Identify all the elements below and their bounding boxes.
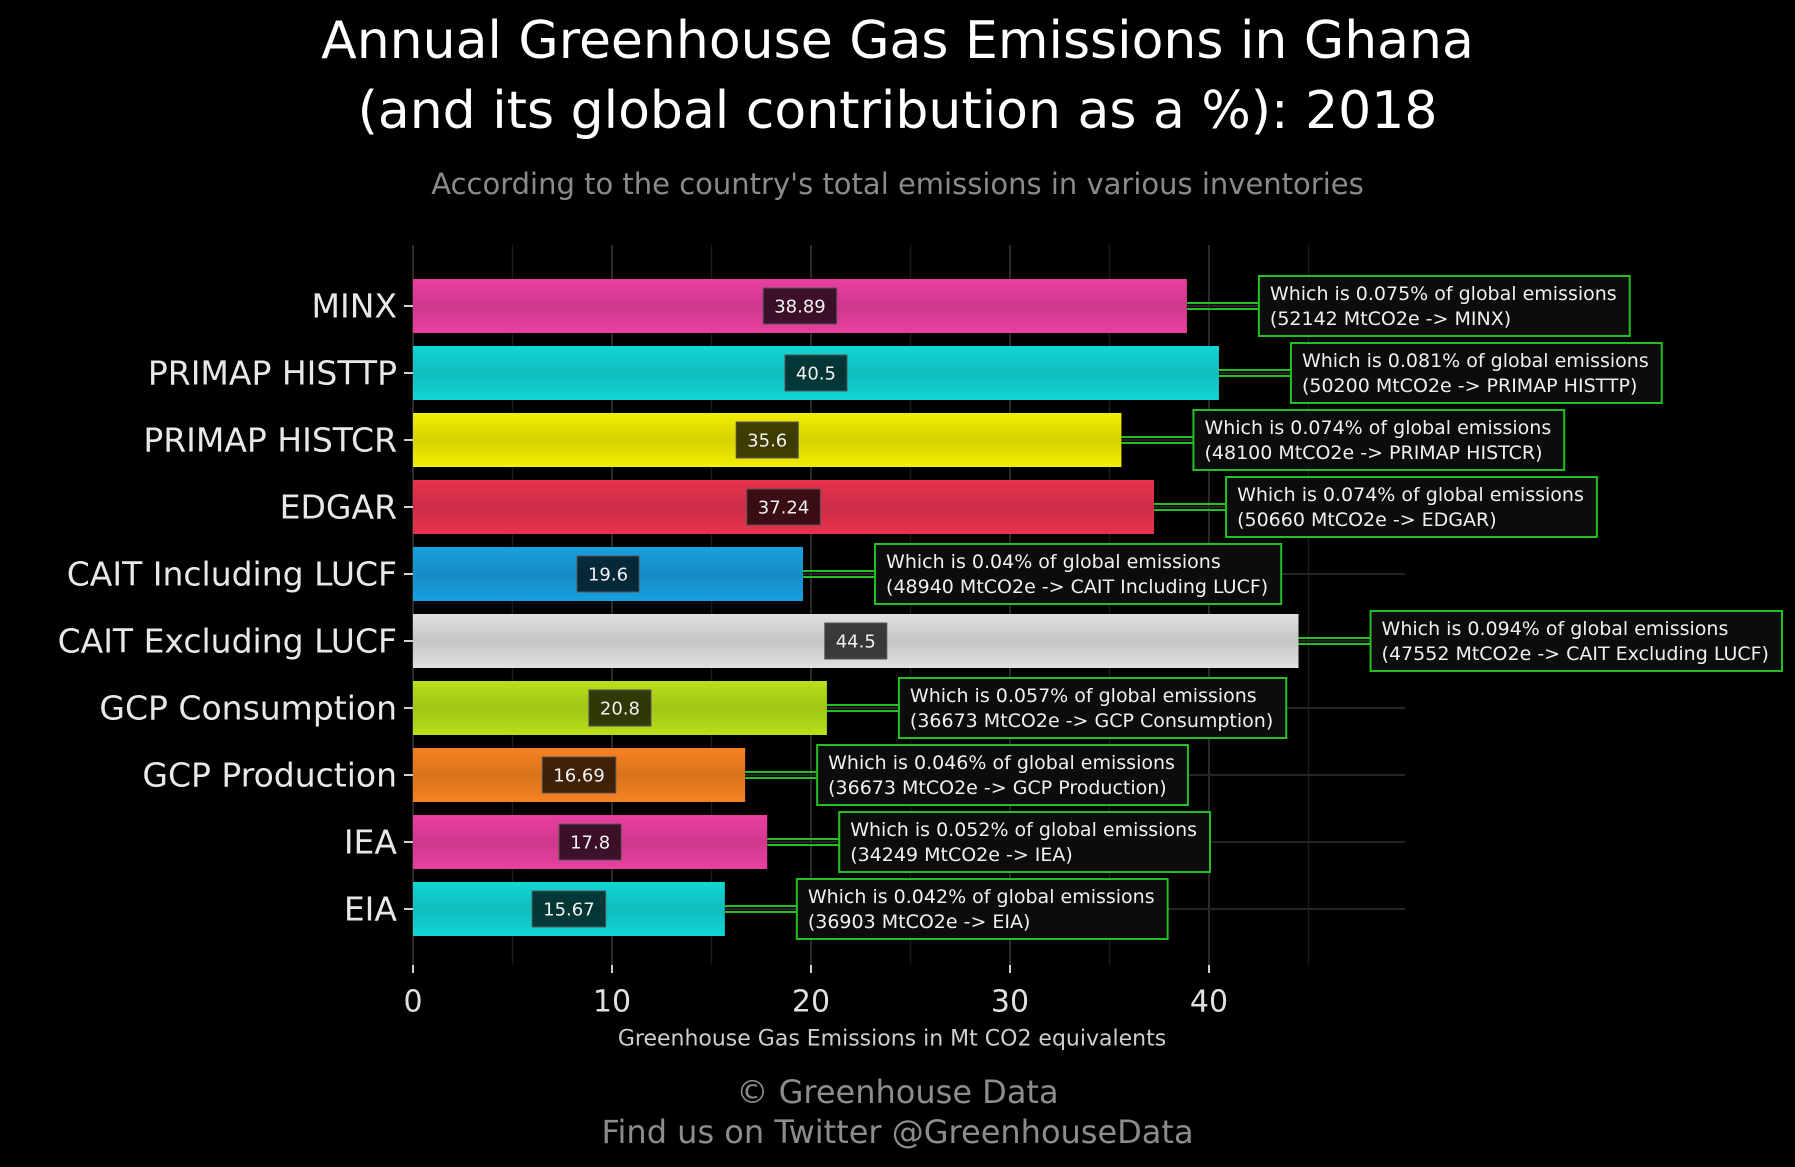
annotation-box	[1289, 342, 1663, 404]
annotation-box	[1257, 275, 1631, 337]
x-tick-label: 20	[792, 985, 830, 1020]
annotation-line-1: Which is 0.042% of global emissions	[808, 886, 1155, 908]
annotation-line-1: Which is 0.04% of global emissions	[886, 551, 1221, 573]
value-label-box	[746, 488, 821, 526]
value-label: 15.67	[543, 900, 595, 921]
category-label: PRIMAP HISTCR	[143, 421, 397, 460]
annotation-line-2: (48100 MtCO2e -> PRIMAP HISTCR)	[1204, 442, 1542, 464]
value-label-box	[735, 421, 799, 459]
annotation-line-1: Which is 0.046% of global emissions	[828, 752, 1175, 774]
annotation-line-2: (50660 MtCO2e -> EDGAR)	[1237, 509, 1497, 531]
value-label-box	[588, 689, 652, 727]
footer-credit: © Greenhouse Data	[736, 1073, 1059, 1111]
annotation-line-1: Which is 0.094% of global emissions	[1382, 618, 1729, 640]
annotation-box	[1225, 476, 1598, 538]
annotation-line-2: (50200 MtCO2e -> PRIMAP HISTTP)	[1302, 375, 1637, 397]
value-label-box	[558, 823, 622, 861]
category-label: CAIT Including LUCF	[67, 555, 397, 594]
footer-twitter: Find us on Twitter @GreenhouseData	[601, 1113, 1194, 1151]
annotation-line-1: Which is 0.052% of global emissions	[850, 819, 1197, 841]
x-tick-label: 30	[991, 985, 1029, 1020]
annotation-line-1: Which is 0.074% of global emissions	[1237, 484, 1584, 506]
x-tick-label: 0	[403, 985, 422, 1020]
annotation-box	[795, 878, 1169, 940]
annotation-line-2: (48940 MtCO2e -> CAIT Including LUCF)	[886, 576, 1268, 598]
category-label: MINX	[312, 287, 398, 326]
value-label: 16.69	[553, 766, 605, 787]
value-label-box	[824, 622, 888, 660]
value-label-box	[541, 756, 617, 794]
annotation-line-2: (36673 MtCO2e -> GCP Consumption)	[910, 710, 1273, 732]
annotation-box	[816, 744, 1189, 806]
x-tick-label: 10	[593, 985, 631, 1020]
annotation-box	[1192, 409, 1566, 471]
annotation-line-1: Which is 0.081% of global emissions	[1302, 350, 1649, 372]
value-label-box	[762, 287, 838, 325]
value-label-box	[576, 555, 640, 593]
value-label: 44.5	[836, 632, 876, 653]
annotation-box	[874, 543, 1283, 605]
value-label-box	[784, 354, 848, 392]
value-label: 40.5	[796, 364, 836, 385]
category-label: IEA	[344, 823, 398, 862]
value-label: 19.6	[588, 565, 628, 586]
annotation-line-2: (36903 MtCO2e -> EIA)	[808, 911, 1031, 933]
value-label-box	[531, 890, 607, 928]
annotation-line-1: Which is 0.057% of global emissions	[910, 685, 1257, 707]
category-label: PRIMAP HISTTP	[148, 354, 397, 393]
value-label: 35.6	[747, 431, 787, 452]
category-label: CAIT Excluding LUCF	[58, 622, 397, 661]
annotation-box	[897, 677, 1288, 739]
annotation-line-2: (52142 MtCO2e -> MINX)	[1270, 308, 1511, 330]
value-label: 37.24	[758, 498, 810, 519]
annotation-line-1: Which is 0.074% of global emissions	[1204, 417, 1551, 439]
category-label: EDGAR	[280, 488, 397, 527]
value-label: 17.8	[570, 833, 610, 854]
annotation-line-2: (34249 MtCO2e -> IEA)	[850, 844, 1073, 866]
category-label: EIA	[344, 890, 398, 929]
chart-title-line-2: (and its global contribution as a %): 20…	[357, 81, 1438, 141]
x-axis-title: Greenhouse Gas Emissions in Mt CO2 equiv…	[618, 1027, 1166, 1052]
value-label: 20.8	[600, 699, 640, 720]
chart-title-line-1: Annual Greenhouse Gas Emissions in Ghana	[321, 11, 1474, 71]
x-tick-label: 40	[1190, 985, 1228, 1020]
annotation-line-2: (36673 MtCO2e -> GCP Production)	[828, 777, 1167, 799]
category-label: GCP Production	[142, 756, 397, 795]
value-label: 38.89	[774, 297, 826, 318]
category-label: GCP Consumption	[99, 689, 397, 728]
annotation-line-2: (47552 MtCO2e -> CAIT Excluding LUCF)	[1382, 643, 1769, 665]
annotation-box	[1369, 610, 1783, 672]
annotation-box	[838, 811, 1212, 873]
annotation-line-1: Which is 0.075% of global emissions	[1270, 283, 1617, 305]
chart-subtitle: According to the country's total emissio…	[431, 167, 1364, 201]
